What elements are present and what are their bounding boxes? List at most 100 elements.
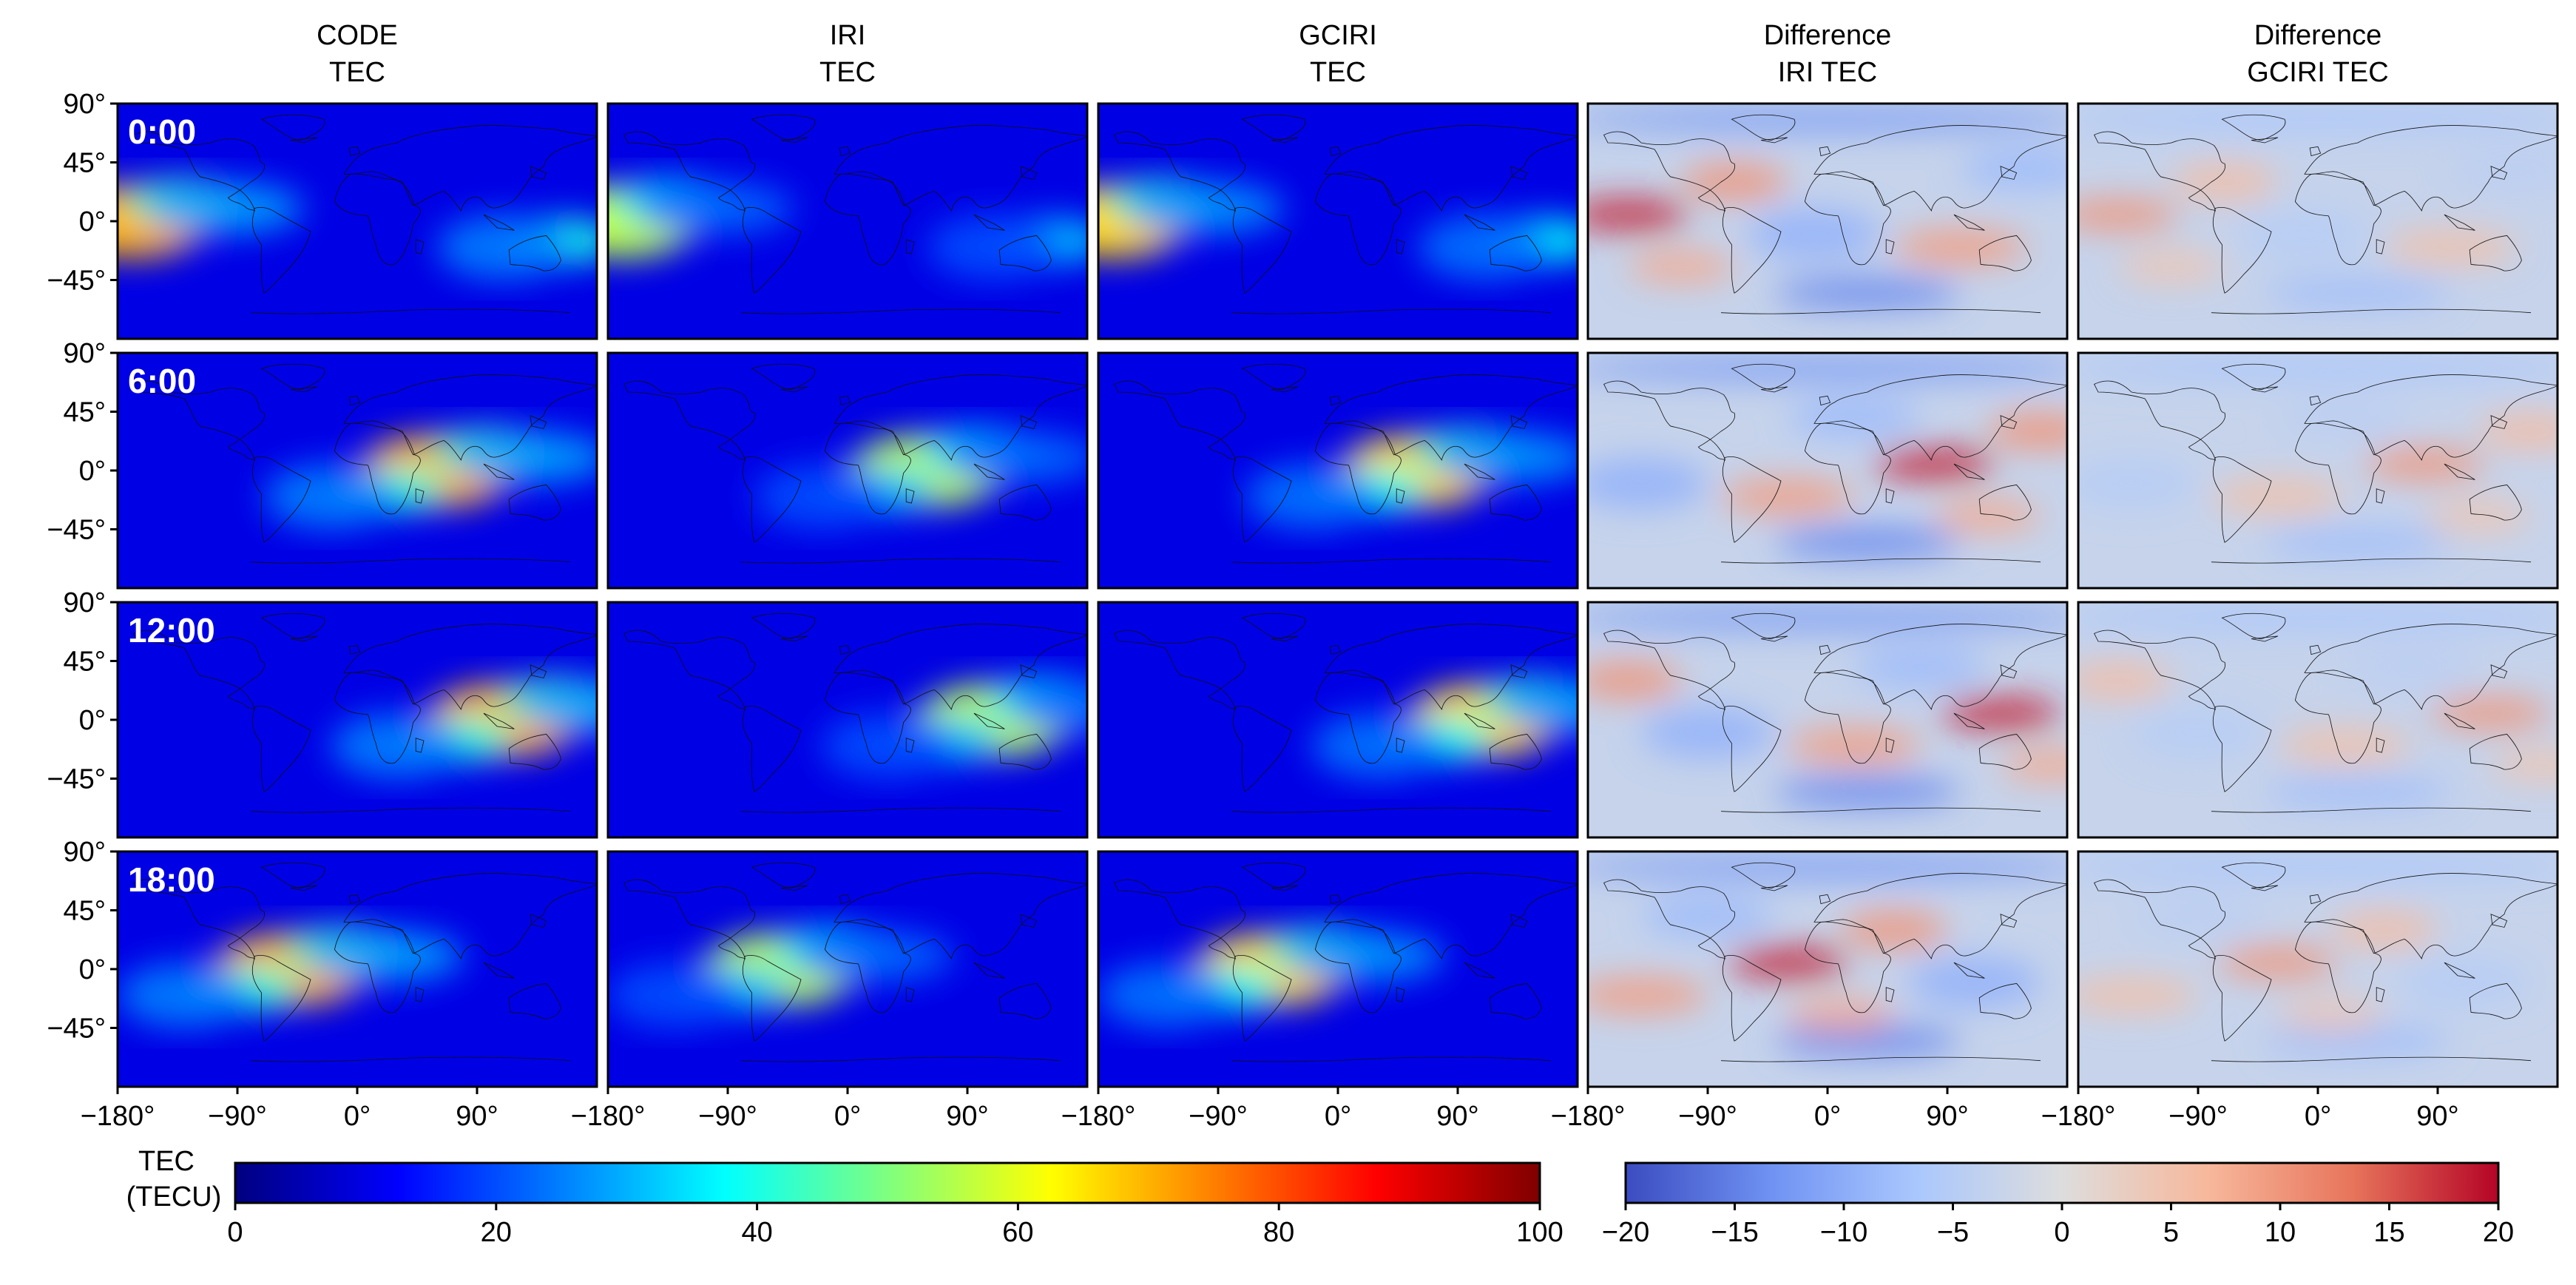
lat-tick-label: 45° xyxy=(64,397,106,428)
map-panel xyxy=(606,850,1089,1088)
panel-frame xyxy=(1586,102,2069,340)
lon-tick-label: −180° xyxy=(2041,1101,2116,1132)
tec-blob xyxy=(2491,749,2558,782)
colorbar-tick-label: 60 xyxy=(1002,1217,1033,1248)
tec-blob xyxy=(1941,697,2061,729)
colorbar-tick-label: −5 xyxy=(1937,1217,1969,1248)
colorbar-tick-label: 10 xyxy=(2265,1217,2296,1248)
map-panel xyxy=(2077,351,2559,590)
tec-blob xyxy=(331,713,464,779)
tec-blob xyxy=(1874,448,1994,480)
map-panel xyxy=(2077,102,2559,340)
tec-blob xyxy=(2132,896,2265,938)
map-panel xyxy=(2077,601,2559,839)
tec-blob xyxy=(2078,106,2558,132)
map-panel xyxy=(1586,102,2069,340)
tec-blob xyxy=(2078,662,2171,699)
lon-tick-label: −180° xyxy=(1061,1101,1136,1132)
lon-tick-label: 90° xyxy=(456,1101,498,1132)
colorbar-tick-label: 80 xyxy=(1263,1217,1294,1248)
tec-blob xyxy=(2278,727,2411,765)
tec-blob xyxy=(1788,397,1921,439)
panel-frame xyxy=(606,601,1089,839)
tec-blob xyxy=(2078,457,2198,510)
map-panel xyxy=(2077,850,2559,1088)
tec-blob xyxy=(1788,999,1894,1031)
tec-blob xyxy=(2132,706,2265,759)
colorbar-tick-label: 20 xyxy=(481,1217,512,1248)
lat-tick-label: −45° xyxy=(47,266,106,297)
colorbar-tick-label: 15 xyxy=(2373,1217,2404,1248)
tec-blob xyxy=(264,464,397,530)
tec-blob xyxy=(2331,911,2438,948)
panel-frame xyxy=(606,351,1089,590)
tec-colorbar xyxy=(234,1161,1541,1204)
lat-tick-label: −45° xyxy=(47,1014,106,1045)
tec-blob xyxy=(1774,775,1961,808)
tec-blob xyxy=(1641,706,1774,759)
tec-blob xyxy=(941,431,1087,484)
tec-blob xyxy=(2265,1025,2451,1057)
colorbar-label: TEC xyxy=(138,1146,195,1177)
tec-blob xyxy=(1681,163,1788,200)
tec-blob xyxy=(2078,977,2198,1014)
tec-blob xyxy=(1774,277,1961,309)
tec-blob xyxy=(2118,251,2225,283)
time-label: 6:00 xyxy=(128,362,196,400)
colorbar-tick-label: −10 xyxy=(1820,1217,1867,1248)
lon-tick-label: −90° xyxy=(698,1101,757,1132)
time-label: 18:00 xyxy=(128,860,215,899)
tec-blob xyxy=(1098,962,1231,1028)
map-panel xyxy=(1097,102,1579,340)
colorbar-tick-label: −15 xyxy=(1711,1217,1758,1248)
tec-blob xyxy=(2001,749,2067,782)
tec-blob xyxy=(1748,208,1881,260)
panel-frame xyxy=(1097,351,1579,590)
colorbar-tick-label: 0 xyxy=(2054,1217,2069,1248)
map-panel xyxy=(606,601,1089,839)
tec-blob xyxy=(1588,198,1688,231)
tec-blob xyxy=(2424,500,2531,533)
column-title: CODE xyxy=(317,20,398,51)
lon-tick-label: 0° xyxy=(1325,1101,1351,1132)
map-panel xyxy=(606,102,1089,340)
time-label: 0:00 xyxy=(128,112,196,151)
column-title: GCIRI xyxy=(1299,20,1377,51)
tec-blob xyxy=(118,962,251,1028)
column-title: Difference xyxy=(1764,20,1892,51)
colorbar-tick-label: 40 xyxy=(741,1217,772,1248)
lon-tick-label: −90° xyxy=(2168,1101,2228,1132)
tec-blob xyxy=(2398,956,2531,1008)
map-panel xyxy=(1097,601,1579,839)
tec-blob xyxy=(2478,413,2558,450)
lat-tick-label: 45° xyxy=(64,148,106,179)
lon-tick-label: 0° xyxy=(2305,1101,2331,1132)
map-panel xyxy=(1097,351,1579,590)
map-panel xyxy=(606,351,1089,590)
colorbar-tick-label: 5 xyxy=(2163,1217,2179,1248)
tec-blob xyxy=(2078,198,2178,231)
lat-tick-label: 0° xyxy=(79,206,106,237)
map-panel xyxy=(116,351,598,590)
map-panel xyxy=(1586,601,2069,839)
tec-blob xyxy=(2345,647,2478,689)
colorbar-tick-label: 0 xyxy=(227,1217,243,1248)
colorbar-tick-label: −20 xyxy=(1602,1217,1649,1248)
tec-blob xyxy=(1841,911,1947,948)
tec-blob xyxy=(2278,999,2384,1031)
panel-frame xyxy=(606,102,1089,340)
tec-blob xyxy=(1245,464,1378,530)
tec-blob xyxy=(794,930,954,982)
lat-tick-label: 45° xyxy=(64,647,106,678)
lat-tick-label: 90° xyxy=(64,338,106,369)
tec-blob xyxy=(2384,229,2518,266)
tec-blob xyxy=(821,713,954,779)
column-subtitle: TEC xyxy=(819,57,876,88)
tec-blob xyxy=(1007,681,1087,733)
column-title: IRI xyxy=(830,20,866,51)
tec-blob xyxy=(2218,946,2338,979)
lon-tick-label: 0° xyxy=(344,1101,371,1132)
map-panel xyxy=(1586,850,2069,1088)
tec-blob xyxy=(1418,215,1551,280)
tec-blob xyxy=(1588,457,1708,510)
